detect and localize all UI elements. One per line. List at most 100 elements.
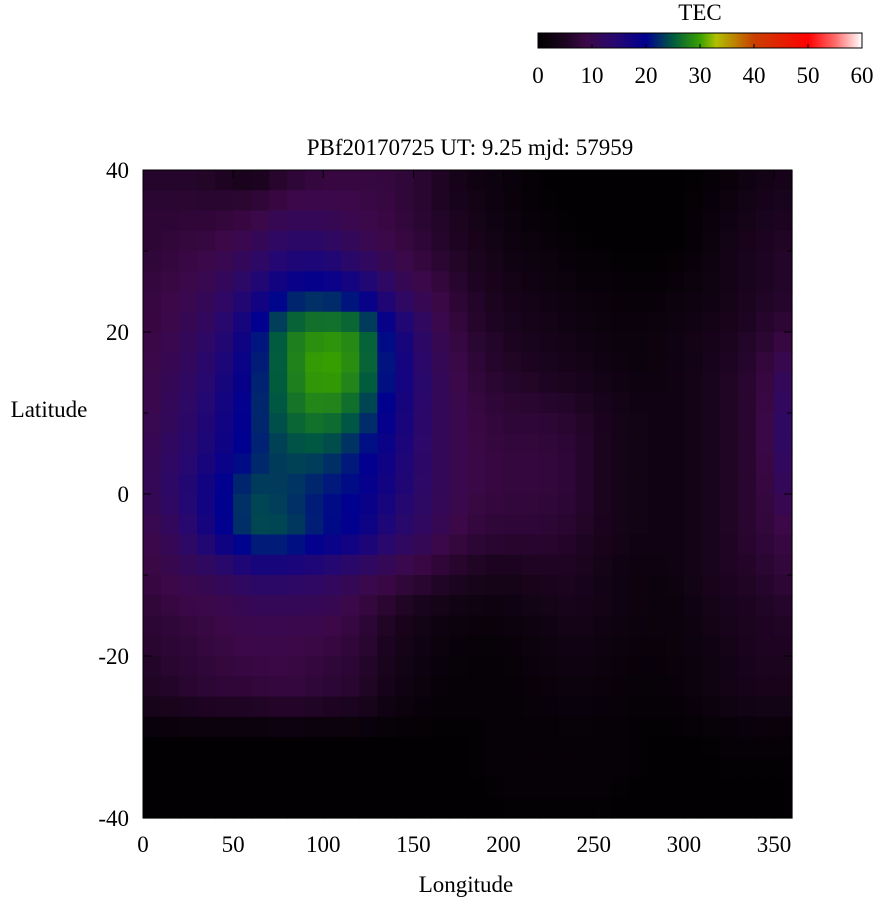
- heatmap-cell: [359, 777, 378, 799]
- x-tick-label: 0: [137, 832, 149, 857]
- heatmap-cell: [539, 676, 559, 698]
- heatmap-cell: [755, 676, 775, 698]
- heatmap-cell: [521, 210, 541, 232]
- heatmap-cell: [503, 716, 523, 738]
- heatmap-cell: [701, 797, 721, 819]
- heatmap-cell: [359, 737, 378, 758]
- heatmap-cell: [683, 635, 703, 657]
- heatmap-cell: [377, 271, 396, 293]
- heatmap-cell: [593, 332, 613, 353]
- heatmap-cell: [719, 271, 739, 293]
- heatmap-cell: [755, 433, 775, 455]
- heatmap-cell: [143, 635, 162, 657]
- heatmap-cell: [665, 757, 685, 779]
- heatmap-cell: [359, 534, 378, 556]
- heatmap-cell: [755, 230, 775, 252]
- heatmap-cell: [593, 777, 613, 799]
- heatmap-cell: [593, 737, 613, 758]
- heatmap-cell: [395, 372, 415, 394]
- heatmap-cell: [539, 311, 559, 333]
- heatmap-cell: [377, 696, 396, 718]
- heatmap-cell: [359, 676, 378, 698]
- heatmap-cell: [269, 737, 288, 758]
- heatmap-cell: [179, 392, 198, 414]
- heatmap-cell: [413, 554, 433, 576]
- heatmap-cell: [773, 615, 793, 637]
- heatmap-cell: [701, 494, 721, 515]
- heatmap-cell: [593, 271, 613, 293]
- heatmap-cell: [755, 656, 775, 677]
- heatmap-cell: [557, 251, 577, 272]
- heatmap-cell: [503, 291, 523, 313]
- heatmap-cell: [539, 170, 559, 191]
- heatmap-cell: [503, 210, 523, 232]
- heatmap-cell: [773, 332, 793, 353]
- heatmap-cell: [359, 595, 378, 617]
- heatmap-cell: [377, 676, 396, 698]
- heatmap-cell: [449, 656, 469, 677]
- heatmap-cell: [341, 656, 360, 677]
- heatmap-cell: [755, 392, 775, 414]
- heatmap-cell: [611, 251, 631, 272]
- heatmap-cell: [215, 352, 234, 374]
- heatmap-cell: [485, 737, 505, 758]
- heatmap-cell: [629, 413, 649, 434]
- heatmap-cell: [305, 494, 324, 515]
- heatmap-cell: [359, 392, 378, 414]
- heatmap-cell: [557, 554, 577, 576]
- heatmap-cell: [575, 696, 595, 718]
- heatmap-cell: [305, 230, 324, 252]
- heatmap-cell: [377, 311, 396, 333]
- heatmap-cell: [269, 190, 288, 212]
- heatmap-cell: [701, 332, 721, 353]
- heatmap-cell: [773, 534, 793, 556]
- heatmap-cell: [143, 757, 162, 779]
- x-tick-label: 200: [486, 832, 521, 857]
- heatmap-cell: [215, 413, 234, 434]
- heatmap-cell: [719, 392, 739, 414]
- heatmap-cell: [377, 656, 396, 677]
- heatmap-cell: [539, 757, 559, 779]
- heatmap-cell: [701, 656, 721, 677]
- heatmap-cell: [593, 210, 613, 232]
- heatmap-cell: [287, 352, 306, 374]
- colorbar-label: TEC: [678, 0, 721, 25]
- heatmap-cell: [773, 210, 793, 232]
- heatmap-cell: [431, 190, 451, 212]
- heatmap-cell: [377, 797, 396, 819]
- heatmap-cell: [485, 534, 505, 556]
- heatmap-cell: [215, 534, 234, 556]
- heatmap-cell: [557, 413, 577, 434]
- heatmap-cell: [179, 332, 198, 353]
- heatmap-cell: [323, 716, 342, 738]
- heatmap-cell: [575, 514, 595, 536]
- heatmap-cell: [557, 696, 577, 718]
- heatmap-cell: [377, 453, 396, 475]
- heatmap-cell: [647, 737, 667, 758]
- heatmap-cell: [773, 433, 793, 455]
- heatmap-cell: [665, 190, 685, 212]
- heatmap-cell: [233, 494, 252, 515]
- heatmap-cell: [179, 271, 198, 293]
- heatmap-cell: [701, 716, 721, 738]
- heatmap-cell: [755, 777, 775, 799]
- heatmap-cell: [215, 575, 234, 596]
- heatmap-cell: [449, 595, 469, 617]
- heatmap-cell: [179, 514, 198, 536]
- heatmap-cell: [413, 676, 433, 698]
- heatmap-cell: [737, 595, 757, 617]
- heatmap-cell: [755, 635, 775, 657]
- heatmap-cell: [467, 433, 487, 455]
- heatmap-cell: [377, 737, 396, 758]
- heatmap-cell: [323, 271, 342, 293]
- heatmap-cell: [701, 554, 721, 576]
- heatmap-cell: [431, 514, 451, 536]
- heatmap-cell: [629, 332, 649, 353]
- heatmap-cell: [215, 170, 234, 191]
- heatmap-cell: [575, 453, 595, 475]
- heatmap-cell: [665, 554, 685, 576]
- heatmap-cell: [269, 575, 288, 596]
- heatmap-cell: [503, 473, 523, 495]
- heatmap-cell: [197, 615, 216, 637]
- heatmap-cell: [323, 534, 342, 556]
